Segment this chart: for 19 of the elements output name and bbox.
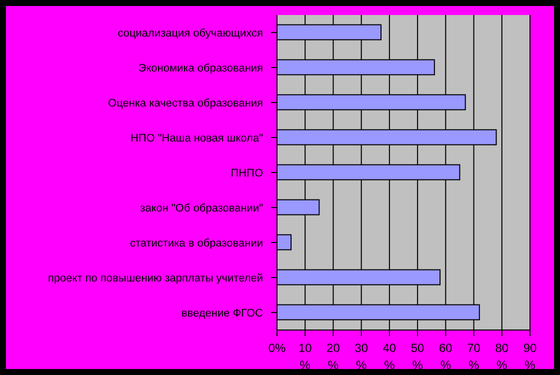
x-tick-label: 50 % [410, 341, 425, 372]
y-tick-label: Экономика образования [138, 62, 264, 74]
x-tick-label: 40 % [382, 341, 396, 372]
x-tick-label: 10 % [298, 341, 312, 372]
x-tick-label: 30 % [354, 341, 368, 372]
x-tick-label: 60 % [438, 341, 453, 372]
y-tick-label: НПО "Наша новая школа" [130, 132, 264, 144]
y-tick-label: социализация обучающихся [118, 28, 264, 40]
x-tick-label: 20 % [326, 341, 340, 372]
x-tick-label: 70 % [467, 341, 481, 372]
y-tick-label: проект по повышению зарплаты учителей [48, 272, 263, 284]
x-tick-label: 80 % [495, 341, 509, 372]
y-tick-label: Оценка качества образования [108, 98, 264, 110]
y-tick-label: ПНПО [230, 168, 264, 180]
x-tick-label: 90 % [523, 341, 537, 372]
x-tick-label: 0% [268, 341, 286, 355]
y-tick-label: закон "Об образовании" [140, 202, 264, 214]
y-tick-label: статистика в образовании [130, 238, 263, 250]
y-tick-label: введение ФГОС [181, 308, 264, 320]
